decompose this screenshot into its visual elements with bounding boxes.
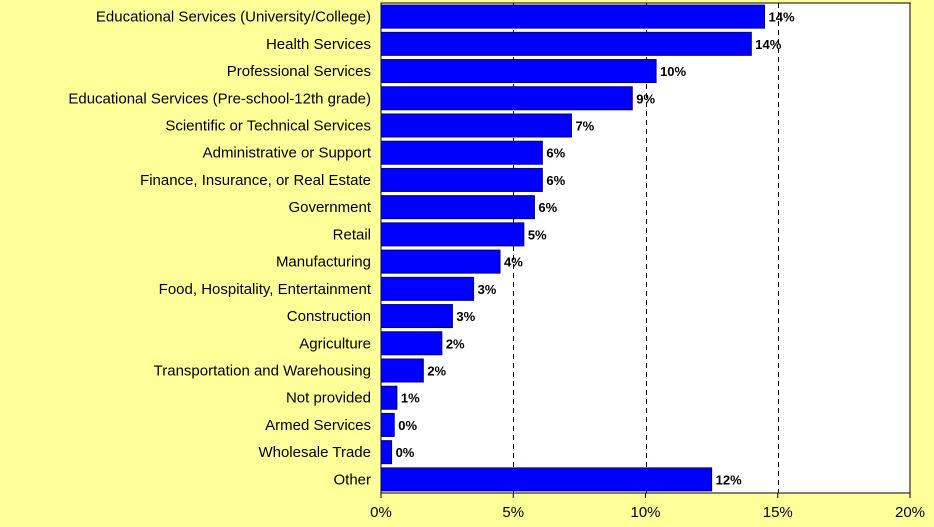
category-label-14: Not provided bbox=[286, 390, 371, 407]
category-label-11: Construction bbox=[287, 308, 371, 325]
bar-12 bbox=[380, 331, 443, 356]
value-label-1: 14% bbox=[755, 37, 781, 52]
bar-7 bbox=[380, 195, 535, 220]
category-label-0: Educational Services (University/College… bbox=[96, 9, 371, 26]
category-label-17: Other bbox=[333, 471, 371, 488]
value-label-10: 3% bbox=[478, 282, 497, 297]
category-label-5: Administrative or Support bbox=[203, 145, 372, 162]
bar-13 bbox=[380, 358, 424, 383]
bar-16 bbox=[380, 440, 393, 465]
value-label-13: 2% bbox=[427, 364, 446, 379]
value-label-16: 0% bbox=[396, 445, 415, 460]
plot-area bbox=[380, 2, 911, 494]
value-label-9: 4% bbox=[504, 255, 523, 270]
category-label-9: Manufacturing bbox=[276, 254, 371, 271]
category-label-2: Professional Services bbox=[227, 63, 371, 80]
x-tick-label-4: 20% bbox=[895, 504, 925, 521]
bar-14 bbox=[380, 385, 398, 410]
value-label-8: 5% bbox=[528, 227, 547, 242]
category-label-3: Educational Services (Pre-school-12th gr… bbox=[68, 90, 371, 107]
value-label-12: 2% bbox=[446, 336, 465, 351]
bar-3 bbox=[380, 86, 633, 111]
bar-9 bbox=[380, 249, 501, 274]
x-tick-label-2: 10% bbox=[630, 504, 660, 521]
category-label-15: Armed Services bbox=[265, 417, 371, 434]
bar-17 bbox=[380, 467, 713, 492]
category-label-8: Retail bbox=[333, 226, 371, 243]
x-tick-label-1: 5% bbox=[502, 504, 524, 521]
value-label-14: 1% bbox=[401, 391, 420, 406]
category-label-12: Agriculture bbox=[299, 335, 371, 352]
value-label-2: 10% bbox=[660, 64, 686, 79]
bar-8 bbox=[380, 222, 525, 247]
category-label-13: Transportation and Warehousing bbox=[154, 363, 371, 380]
category-label-7: Government bbox=[288, 199, 371, 216]
category-label-16: Wholesale Trade bbox=[258, 444, 371, 461]
x-tick-label-3: 15% bbox=[763, 504, 793, 521]
value-label-6: 6% bbox=[546, 173, 565, 188]
category-label-4: Scientific or Technical Services bbox=[165, 118, 371, 135]
category-label-6: Finance, Insurance, or Real Estate bbox=[140, 172, 371, 189]
value-label-4: 7% bbox=[575, 119, 594, 134]
bar-15 bbox=[380, 412, 395, 437]
value-label-15: 0% bbox=[398, 418, 417, 433]
bar-0 bbox=[380, 4, 766, 29]
value-label-0: 14% bbox=[769, 10, 795, 25]
bar-5 bbox=[380, 140, 543, 165]
value-label-5: 6% bbox=[546, 146, 565, 161]
bar-4 bbox=[380, 113, 572, 138]
x-tick-label-0: 0% bbox=[370, 504, 392, 521]
value-label-11: 3% bbox=[456, 309, 475, 324]
bar-2 bbox=[380, 59, 657, 84]
value-label-7: 6% bbox=[538, 200, 557, 215]
bar-1 bbox=[380, 31, 752, 56]
value-label-17: 12% bbox=[716, 472, 742, 487]
category-label-1: Health Services bbox=[266, 36, 371, 53]
bar-6 bbox=[380, 167, 543, 192]
value-label-3: 9% bbox=[636, 91, 655, 106]
bar-10 bbox=[380, 276, 475, 301]
category-label-10: Food, Hospitality, Entertainment bbox=[159, 281, 372, 298]
bar-11 bbox=[380, 304, 453, 329]
